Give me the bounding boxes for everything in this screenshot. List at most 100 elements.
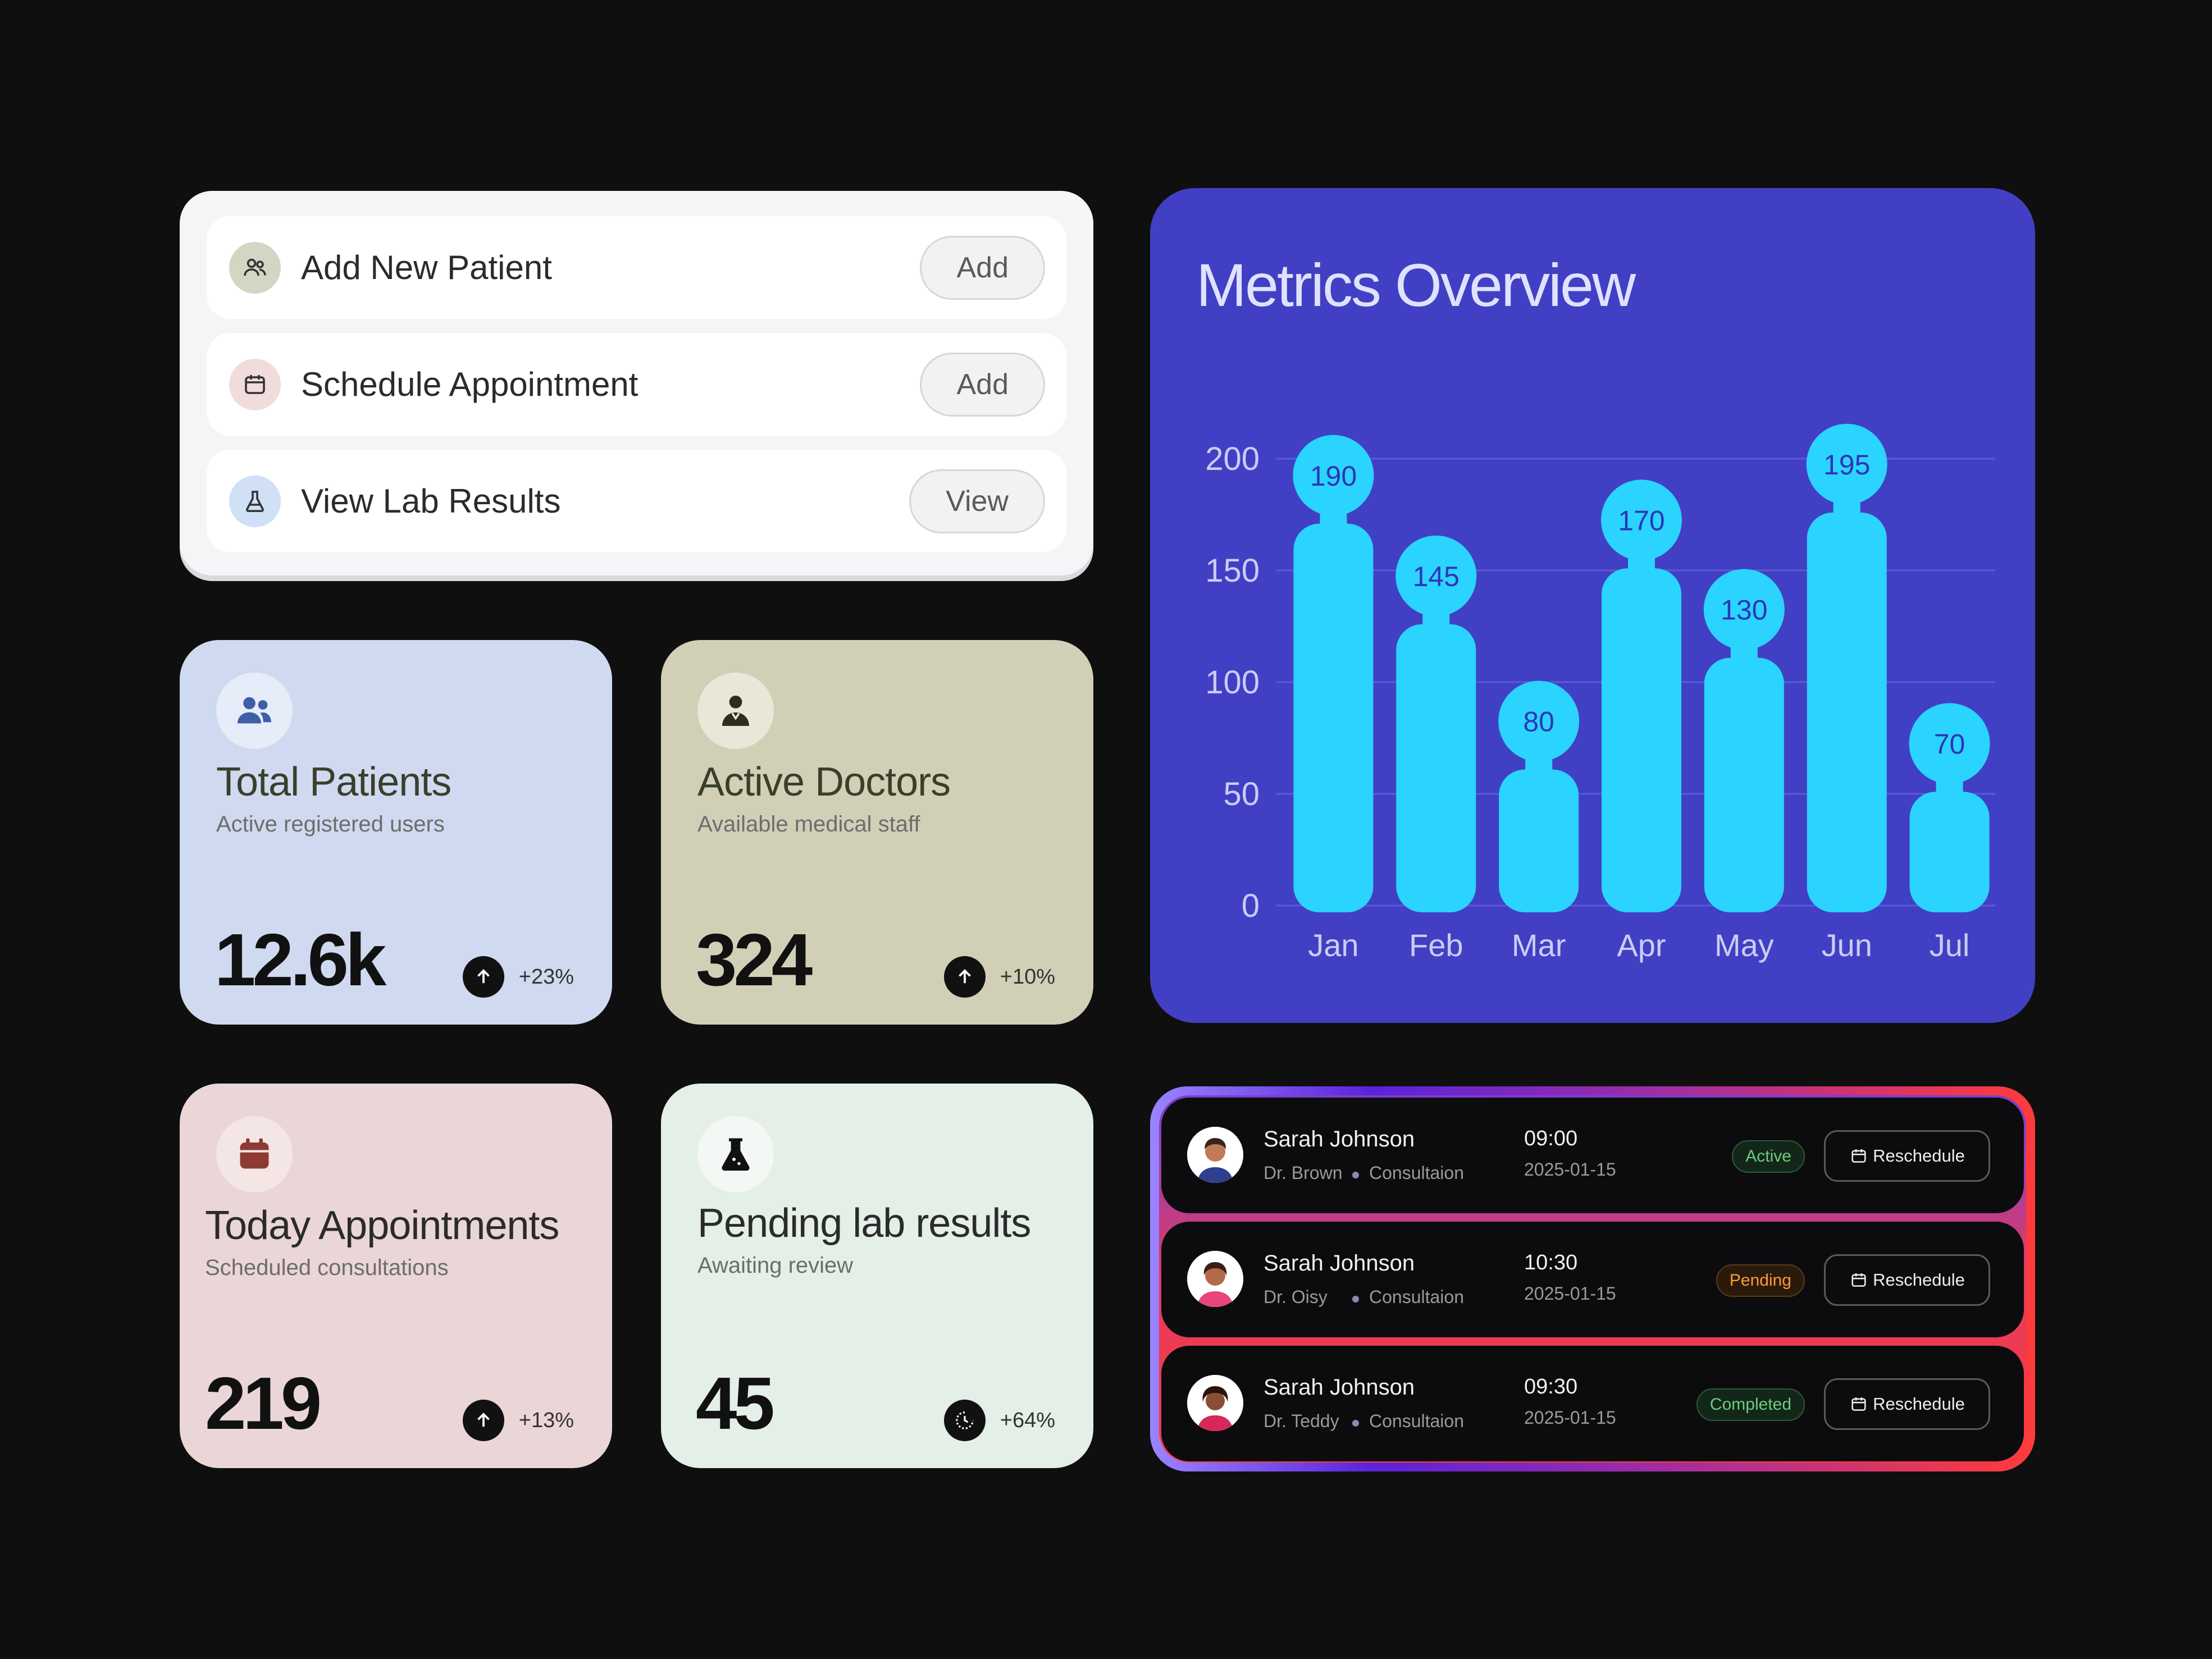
trend-percent: +23% <box>518 965 574 989</box>
data-label: 130 <box>1721 595 1767 626</box>
arrow-up-icon <box>462 956 504 998</box>
separator-dot <box>1352 1296 1359 1302</box>
x-tick-label: Jun <box>1822 927 1872 963</box>
y-tick-label: 150 <box>1205 552 1260 589</box>
appointment-date: 2025-01-15 <box>1524 1407 1616 1428</box>
doctor-name: Dr. Teddy <box>1264 1411 1339 1431</box>
data-label: 145 <box>1413 561 1460 592</box>
card-subtitle: Active registered users <box>216 812 445 837</box>
reschedule-label: Reschedule <box>1873 1270 1965 1290</box>
bar[interactable] <box>1602 568 1681 912</box>
separator-dot <box>1352 1420 1359 1427</box>
trend-percent: +64% <box>1000 1408 1055 1432</box>
active-doctors-card[interactable]: Active Doctors Available medical staff 3… <box>661 640 1093 1025</box>
status-badge: Pending <box>1716 1264 1805 1297</box>
value-bubble <box>1703 569 1785 650</box>
status-badge: Completed <box>1696 1388 1805 1421</box>
card-title: Total Patients <box>216 760 451 805</box>
y-tick-label: 200 <box>1205 441 1260 477</box>
appointment-type: Consultaion <box>1369 1287 1464 1307</box>
calendar-icon <box>229 358 281 410</box>
x-tick-label: Feb <box>1409 927 1463 963</box>
card-subtitle: Available medical staff <box>697 812 920 837</box>
x-tick-label: Apr <box>1617 927 1666 963</box>
card-subtitle: Scheduled consultations <box>205 1255 449 1280</box>
action-schedule-appointment: Schedule Appointment Add <box>207 333 1066 436</box>
x-tick-label: Jan <box>1308 927 1358 963</box>
calendar-icon <box>1851 1273 1866 1287</box>
appointment-date: 2025-01-15 <box>1524 1159 1616 1180</box>
card-title: Today Appointments <box>205 1203 559 1248</box>
flask-icon <box>229 475 281 527</box>
avatar <box>1187 1127 1243 1183</box>
total-patients-card[interactable]: Total Patients Active registered users 1… <box>180 640 612 1025</box>
trend-percent: +13% <box>518 1408 574 1432</box>
action-label: Schedule Appointment <box>301 365 638 403</box>
value-bubble <box>1293 435 1374 516</box>
card-value: 45 <box>696 1362 775 1445</box>
add-patient-button[interactable]: Add <box>920 236 1045 300</box>
appointment-time: 09:00 <box>1524 1127 1578 1150</box>
reschedule-label: Reschedule <box>1873 1146 1965 1166</box>
quick-actions-panel: Add New Patient Add Schedule Appointment… <box>180 191 1093 575</box>
bar[interactable] <box>1499 769 1579 912</box>
trend-indicator: +23% <box>462 956 574 998</box>
avatar <box>1187 1375 1243 1431</box>
trend-indicator: +64% <box>943 1400 1055 1441</box>
appointment-type: Consultaion <box>1369 1411 1464 1431</box>
today-appointments-card[interactable]: Today Appointments Scheduled consultatio… <box>180 1084 612 1468</box>
data-label: 170 <box>1618 505 1664 536</box>
x-tick-label: May <box>1714 927 1774 963</box>
doctor-icon <box>697 673 774 749</box>
reschedule-button[interactable]: Reschedule <box>1824 1254 1990 1306</box>
action-add-new-patient: Add New Patient Add <box>207 216 1066 319</box>
appointment-row[interactable]: Sarah Johnson Dr. Teddy Consultaion 09:3… <box>1161 1346 2024 1461</box>
metrics-overview-panel: Metrics Overview 0 50 100 150 200 190 Jan 145 Fe… <box>1150 188 2035 1023</box>
appointment-time: 09:30 <box>1524 1375 1578 1399</box>
doctor-name: Dr. Oisy <box>1264 1287 1328 1307</box>
calendar-icon <box>1851 1149 1866 1163</box>
appointment-row[interactable]: Sarah Johnson Dr. Brown Consultaion 09:0… <box>1161 1098 2024 1213</box>
appointment-row[interactable]: Sarah Johnson Dr. Oisy Consultaion 10:30… <box>1161 1222 2024 1337</box>
value-bubble <box>1395 535 1477 616</box>
bar[interactable] <box>1293 523 1374 912</box>
appointment-type: Consultaion <box>1369 1163 1464 1183</box>
action-view-lab-results: View Lab Results View <box>207 450 1066 552</box>
y-tick-label: 50 <box>1223 776 1260 812</box>
value-bubble <box>1806 423 1887 505</box>
pending-lab-results-card[interactable]: Pending lab results Awaiting review 45 +… <box>661 1084 1093 1468</box>
chart-title: Metrics Overview <box>1196 251 1636 319</box>
data-label: 190 <box>1310 460 1357 492</box>
arrow-up-icon <box>462 1400 504 1441</box>
bar-chart: 0 50 100 150 200 190 Jan 145 Feb 80 Mar 170 Apr 130 Ma… <box>1205 423 1995 963</box>
appointment-date: 2025-01-15 <box>1524 1283 1616 1304</box>
patient-name: Sarah Johnson <box>1264 1375 1415 1400</box>
add-appointment-button[interactable]: Add <box>920 353 1045 417</box>
avatar <box>1187 1251 1243 1307</box>
view-lab-results-button[interactable]: View <box>909 469 1045 533</box>
patient-name: Sarah Johnson <box>1264 1127 1415 1151</box>
bar[interactable] <box>1909 792 1990 912</box>
trend-indicator: +13% <box>462 1400 574 1441</box>
bar[interactable] <box>1396 624 1476 912</box>
card-value: 219 <box>205 1362 322 1445</box>
bar[interactable] <box>1704 657 1784 912</box>
value-bubble <box>1498 680 1580 762</box>
y-tick-label: 100 <box>1205 664 1260 701</box>
action-label: View Lab Results <box>301 482 561 520</box>
trend-indicator: +10% <box>943 956 1055 998</box>
clock-icon <box>943 1400 986 1441</box>
reschedule-button[interactable]: Reschedule <box>1824 1130 1990 1182</box>
action-label: Add New Patient <box>301 249 552 286</box>
value-bubble <box>1601 479 1682 561</box>
calendar-icon <box>1851 1397 1866 1411</box>
flask-icon <box>697 1116 774 1192</box>
x-tick-label: Mar <box>1512 927 1566 963</box>
value-bubble <box>1909 703 1990 784</box>
card-value: 12.6k <box>215 918 386 1001</box>
reschedule-label: Reschedule <box>1873 1394 1965 1414</box>
bar[interactable] <box>1807 512 1887 912</box>
users-icon <box>216 673 293 749</box>
status-badge: Active <box>1732 1140 1805 1173</box>
reschedule-button[interactable]: Reschedule <box>1824 1378 1990 1430</box>
